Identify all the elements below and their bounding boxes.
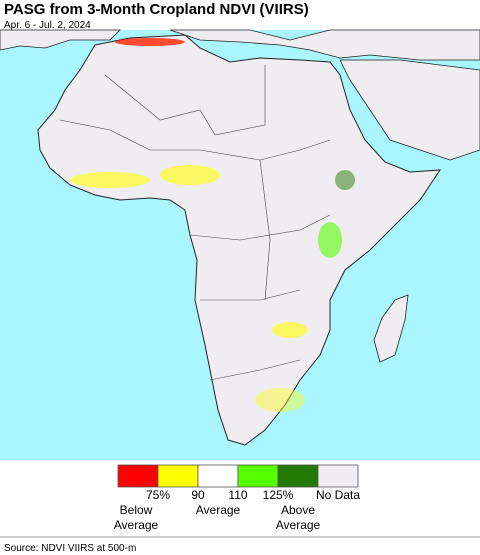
ndvi-patches [70, 38, 355, 412]
legend-swatch [277, 464, 319, 488]
legend-swatch [237, 464, 279, 488]
legend-no-data: No Data [316, 488, 360, 502]
subtitle: Apr. 6 - Jul. 2, 2024 [4, 20, 91, 31]
legend-swatch [117, 464, 159, 488]
borders [59, 65, 331, 381]
legend-swatch [157, 464, 199, 488]
legend-group-label: Average [276, 518, 321, 532]
title: PASG from 3-Month Cropland NDVI (VIIRS) [4, 1, 309, 18]
legend-swatch [317, 464, 359, 488]
legend-swatch [197, 464, 239, 488]
legend-tick-label: 110 [228, 488, 247, 502]
madagascar [373, 294, 409, 363]
legend-group-label: Average [114, 518, 159, 532]
europe-asia [169, 29, 480, 61]
europe [0, 29, 121, 51]
legend-tick-label: 75% [146, 488, 170, 502]
legend-group-label: Above [281, 503, 315, 517]
arabia [339, 59, 480, 161]
source: Source: NDVI VIIRS at 500-m [4, 543, 136, 554]
legend-tick-label: 90 [191, 488, 205, 502]
legend-group-label: Average [196, 503, 241, 517]
legend-group-label: Below [120, 503, 153, 517]
legend-tick-label: 125% [263, 488, 294, 502]
